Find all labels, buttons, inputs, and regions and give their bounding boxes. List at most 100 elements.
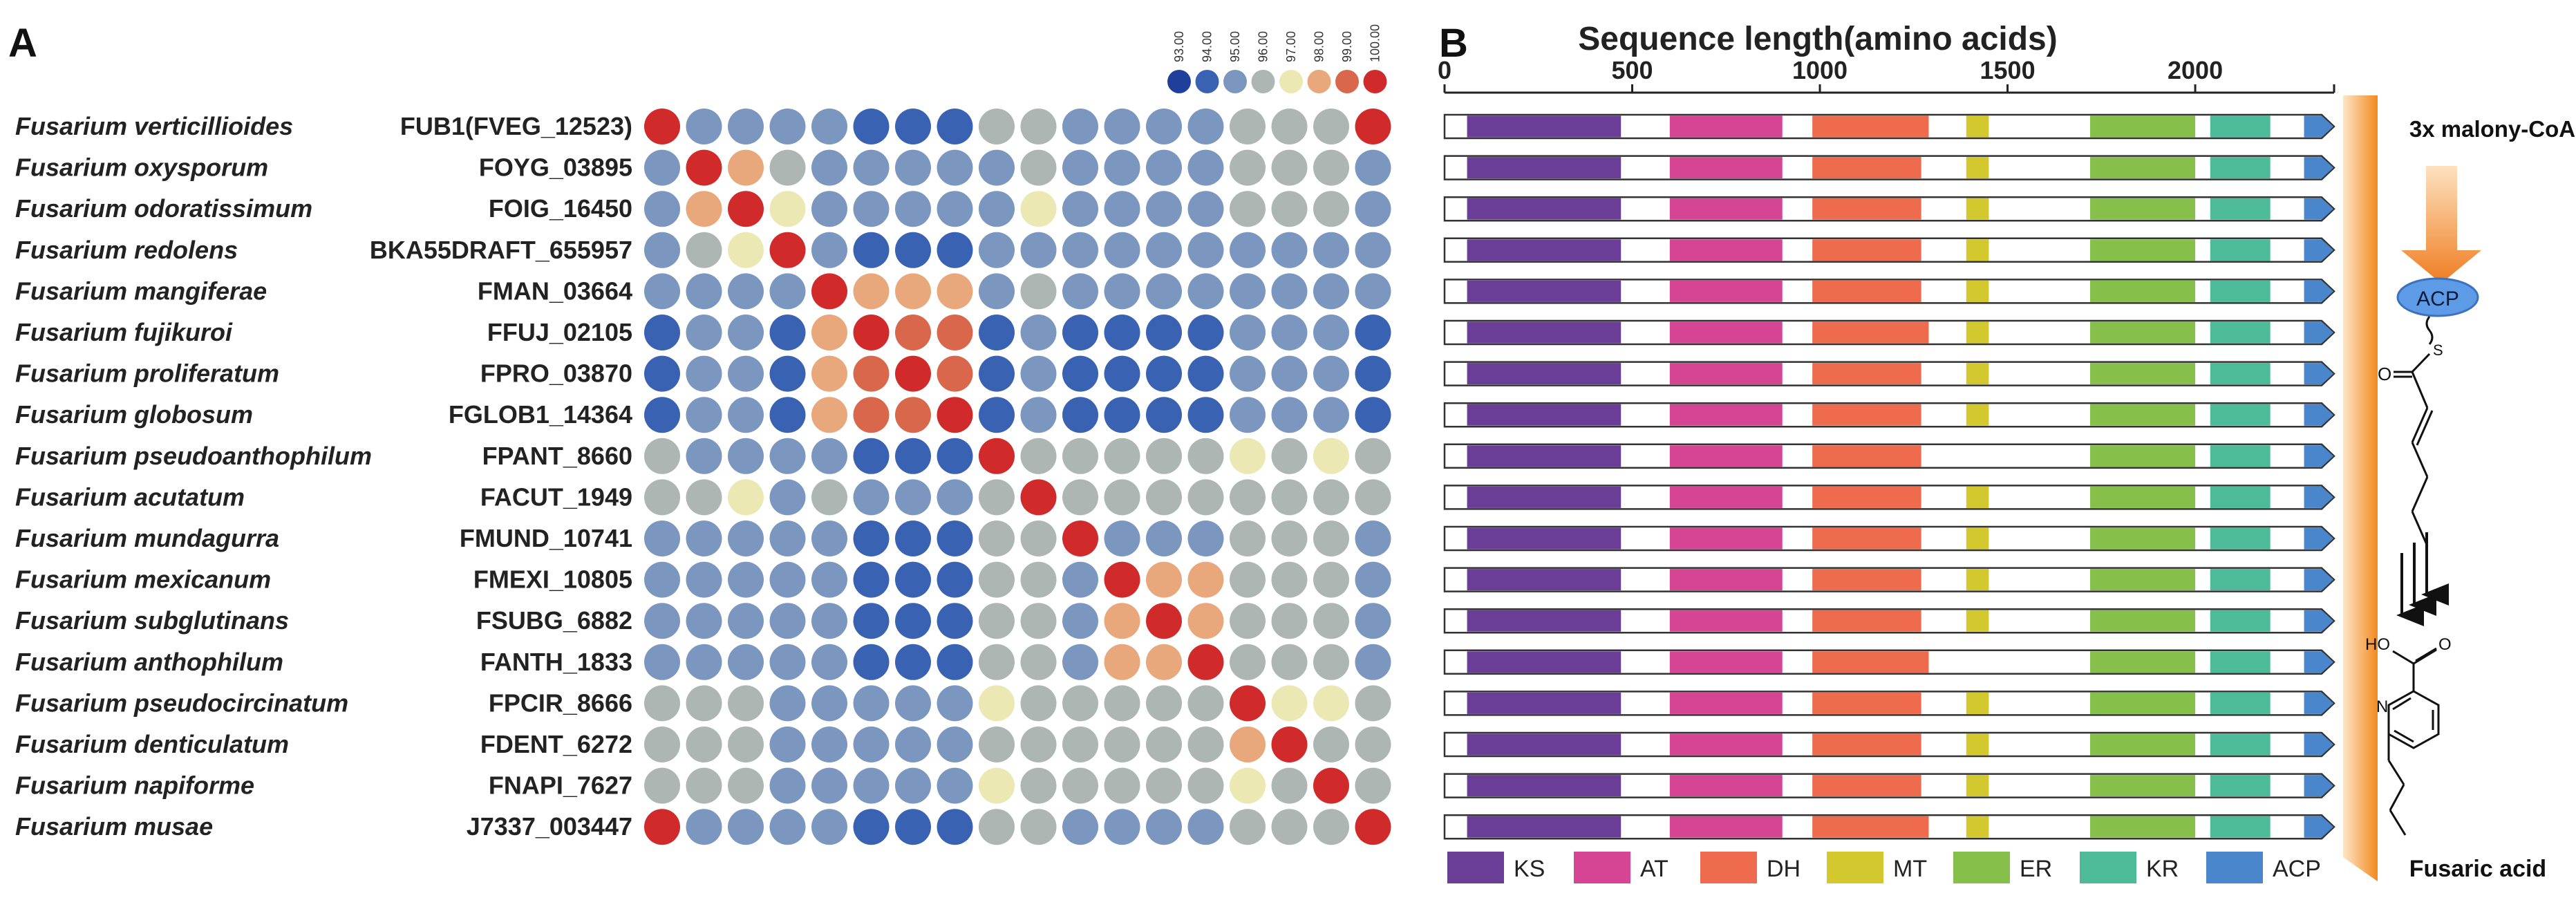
heatmap-cell [644,809,680,845]
domain-segment [2090,610,2196,632]
heatmap-cell [937,232,973,268]
domain-segment [2210,692,2271,714]
heatmap-cell [1104,727,1140,762]
heatmap-cell [728,644,764,680]
heatmap-cell [686,355,722,392]
heatmap-cell [1271,315,1308,350]
domain-segment [1467,363,1621,385]
domain-segment [2090,404,2196,426]
heatmap-cell [769,315,806,350]
domain-segment [1467,692,1621,714]
domain-segment [1467,527,1621,550]
heatmap-cell [1187,727,1224,762]
heatmap-cell [769,355,806,392]
domain-segment [2210,569,2271,591]
heatmap-cell [1187,397,1224,433]
heatmap-cell [811,438,847,474]
heatmap-cell [1230,149,1266,186]
heatmap-cell [1062,767,1098,804]
gene-id-label: FOIG_16450 [489,194,632,223]
domain-segment [2090,733,2196,756]
domain-legend-swatch [1574,852,1630,883]
domain-segment [1966,239,1989,261]
thioester-s-atom: S [2433,341,2443,359]
heatmap-cell [1355,479,1391,516]
gene-id-label: FMAN_03664 [478,277,632,305]
length-axis: 0 500 1000 1500 2000 [1438,56,2335,94]
domain-segment [1669,363,1783,385]
domain-segment [2304,816,2333,838]
heatmap-cell [937,809,973,845]
heatmap-cell [811,355,847,392]
heatmap-cell [1313,685,1349,722]
legend-value-label: 95.00 [1228,31,1242,62]
heatmap-cell [937,644,973,680]
heatmap-cell [1104,355,1140,392]
heatmap-cell [1146,355,1182,392]
heatmap-cell [1146,644,1182,680]
domain-segment [1467,486,1621,508]
heatmap-cell [686,767,722,804]
domain-segment [1467,198,1621,220]
domain-segment [1669,280,1783,302]
domain-segment [1966,321,1989,344]
heatmap-cell [686,315,722,350]
domain-segment [2304,280,2333,302]
heatmap-cell [769,232,806,268]
domain-segment [2210,445,2271,467]
heatmap-cell [686,109,722,144]
domain-segment [1966,569,1989,591]
heatmap-cell [1187,273,1224,310]
heatmap-cell [1104,644,1140,680]
heatmap-cell [979,315,1015,350]
heatmap-cell [979,685,1015,722]
heatmap-cell [853,767,890,804]
heatmap-cell [1313,315,1349,350]
carboxyl-ho: HO [2365,635,2390,654]
domain-segment [1812,198,1921,220]
domain-segment [1467,280,1621,302]
heatmap-cell [1104,521,1140,556]
domain-legend-swatch [1953,852,2010,883]
species-label: Fusarium subglutinans [15,606,289,635]
heatmap-cell [1104,438,1140,474]
heatmap-cell [937,479,973,516]
heatmap-cell [1355,767,1391,804]
heatmap-cell [1146,232,1182,268]
heatmap-cell [1187,355,1224,392]
heatmap-cell [1062,273,1098,310]
domain-segment [1669,569,1783,591]
heatmap-cell [1062,809,1098,845]
heatmap-cell [1313,149,1349,186]
heatmap-cell [769,149,806,186]
domain-segment [1812,816,1929,838]
heatmap-cell [769,273,806,310]
heatmap-cell [728,273,764,310]
heatmap-cell [1271,644,1308,680]
domain-segment [2210,775,2271,797]
heatmap-cell [1104,561,1140,598]
heatmap-cell [895,521,931,556]
domain-segment [1669,115,1783,138]
heatmap-cell [979,273,1015,310]
heatmap-cell [1187,809,1224,845]
heatmap-cell [644,232,680,268]
heatmap-cell [853,149,890,186]
domain-legend-swatch [2206,852,2263,883]
heatmap-cell [1146,149,1182,186]
heatmap-cell [895,603,931,639]
heatmap-cell [769,767,806,804]
heatmap-cell [1104,109,1140,144]
heatmap-cell [937,149,973,186]
heatmap-cell [1355,232,1391,268]
legend-dot [1307,70,1331,93]
heatmap-cell [1355,397,1391,433]
heatmap-cell [1020,273,1057,310]
heatmap-cell [1355,273,1391,310]
heatmap-cell [1020,767,1057,804]
heatmap-cell [1187,603,1224,639]
heatmap-cell [728,727,764,762]
heatmap-cell [937,521,973,556]
heatmap-cell [811,273,847,310]
